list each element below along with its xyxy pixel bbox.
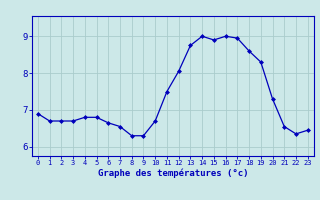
X-axis label: Graphe des températures (°c): Graphe des températures (°c) <box>98 169 248 178</box>
